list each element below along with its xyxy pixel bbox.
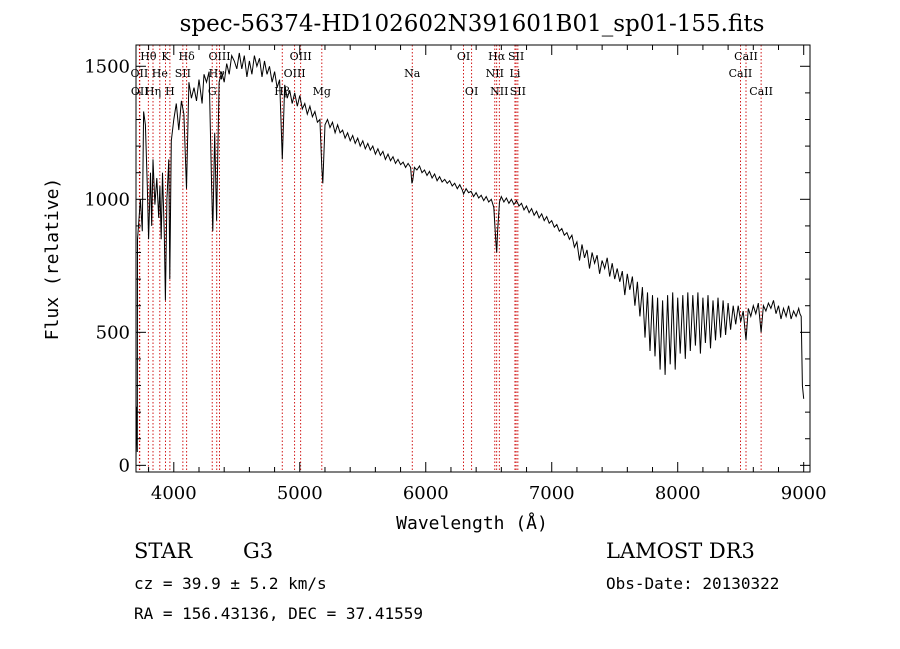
- spectral-line-markers: [138, 45, 762, 472]
- spectral-line-label: H: [165, 85, 175, 98]
- spectrum-line: [135, 52, 805, 466]
- spectral-line-label: SII: [175, 67, 191, 80]
- spectral-line-label: OIII: [284, 67, 306, 80]
- x-axis-ticks: 4000 5000 6000 7000 8000 9000: [148, 45, 827, 504]
- x-tick-label: 8000: [655, 483, 701, 504]
- spectral-line-label: NII: [486, 67, 504, 80]
- spectral-line-label: NII: [490, 85, 508, 98]
- spectral-line-label: OII: [131, 67, 149, 80]
- spectral-line-label: Li: [510, 67, 521, 80]
- plot-frame: [135, 44, 811, 473]
- spectral-line-label: OI: [465, 85, 478, 98]
- chart-title: spec-56374-HD102602N391601B01_sp01-155.f…: [180, 11, 765, 37]
- spectral-line-label: Hα: [488, 50, 506, 63]
- y-tick-label: 500: [96, 322, 130, 343]
- spectral-line-label: OIII: [290, 50, 312, 63]
- y-tick-label: 0: [119, 455, 130, 476]
- survey-name: LAMOST DR3: [606, 539, 755, 563]
- y-tick-label: 1500: [84, 56, 130, 77]
- spectral-line-label: SII: [508, 50, 524, 63]
- x-tick-label: 7000: [529, 483, 575, 504]
- spectral-line-label: OII: [131, 85, 149, 98]
- spectral-line-label: OI: [457, 50, 470, 63]
- spectral-line-label: CaII: [734, 50, 758, 63]
- spectral-line-label: SII: [510, 85, 526, 98]
- x-tick-label: 9000: [781, 483, 827, 504]
- spectral-line-label: Hδ: [179, 50, 196, 63]
- spectral-line-label: Hη: [145, 85, 161, 98]
- spectral-line-label: Hγ: [209, 67, 226, 80]
- x-tick-label: 5000: [277, 483, 323, 504]
- spectral-line-label: He: [152, 67, 168, 80]
- spectral-line-label: CaII: [749, 85, 773, 98]
- spectral-line-label: Na: [404, 67, 421, 80]
- spectral-line-label: K: [161, 50, 170, 63]
- y-axis-ticks: 0 500 1000 1500: [84, 56, 810, 476]
- y-axis-label: Flux (relative): [42, 178, 63, 341]
- spectral-line-label: CaII: [729, 67, 753, 80]
- redshift-velocity: cz = 39.9 ± 5.2 km/s: [134, 574, 327, 593]
- spectral-line-label: G: [208, 85, 217, 98]
- spectral-line-label: OIII: [208, 50, 230, 63]
- x-tick-label: 4000: [151, 483, 197, 504]
- y-tick-label: 1000: [84, 189, 130, 210]
- object-subclass: G3: [243, 539, 273, 563]
- x-tick-label: 6000: [403, 483, 449, 504]
- x-axis-label: Wavelength (Å): [396, 512, 548, 534]
- object-class: STAR: [134, 539, 193, 563]
- spectral-line-label: Mg: [313, 85, 331, 98]
- sky-coordinates: RA = 156.43136, DEC = 37.41559: [134, 604, 423, 623]
- spectral-line-label: Hθ: [140, 50, 157, 63]
- observation-date: Obs-Date: 20130322: [606, 574, 779, 593]
